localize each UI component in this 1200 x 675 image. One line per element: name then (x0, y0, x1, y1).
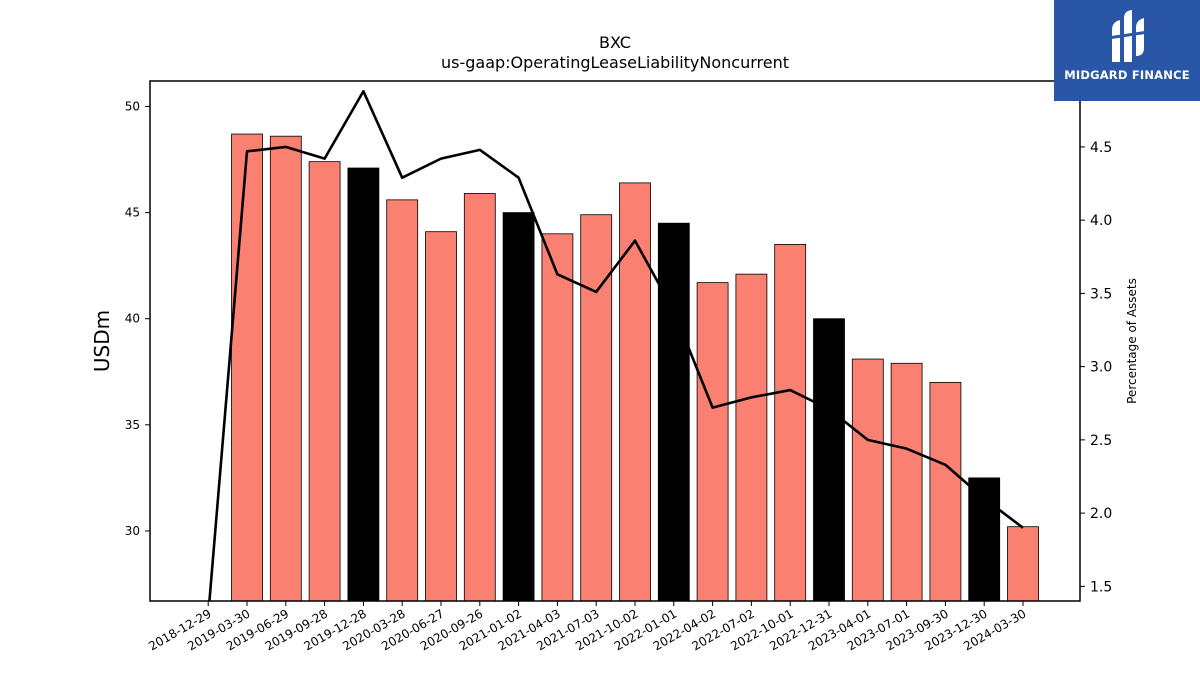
plot-frame (149, 80, 1081, 602)
bar (968, 477, 1001, 602)
y-tick-label: 40 (125, 312, 140, 326)
bar (890, 362, 923, 602)
logo-icon (1107, 10, 1149, 62)
y-right-tick-label: 3.5 (1090, 286, 1112, 302)
bar (813, 318, 845, 602)
bar (735, 273, 768, 602)
y-tick-label: 50 (125, 99, 140, 113)
y-axis-right: 1.5 2.0 2.5 3.0 3.5 4.0 4.5 (1080, 140, 1112, 595)
y-axis-label: USDm (90, 310, 114, 372)
y-right-tick-label: 4.0 (1090, 213, 1112, 229)
bar (463, 193, 496, 602)
y-right-tick-label: 2.5 (1090, 433, 1112, 449)
chart-subtitle: us-gaap:OperatingLeaseLiabilityNoncurren… (441, 53, 789, 72)
bar (347, 167, 380, 602)
bar (231, 133, 263, 602)
bar (425, 231, 457, 602)
bar (696, 282, 729, 602)
bar (541, 233, 574, 602)
bar (1007, 526, 1039, 602)
bar (308, 161, 341, 602)
y-tick-label: 30 (125, 524, 140, 538)
series-line (208, 89, 1024, 601)
y-right-tick-label: 2.0 (1090, 506, 1112, 522)
bar (619, 182, 651, 602)
bar (851, 358, 884, 602)
line-series (208, 89, 1024, 601)
y-tick-label: 45 (125, 206, 140, 220)
y-right-tick-label: 4.5 (1090, 140, 1112, 156)
bar (774, 244, 807, 602)
bar (269, 135, 302, 602)
logo-text: MIDGARD FINANCE (1064, 68, 1190, 82)
chart-title: BXC (599, 33, 631, 52)
bar (502, 212, 535, 602)
bar (386, 199, 419, 602)
brand-logo: MIDGARD FINANCE (1054, 0, 1200, 101)
x-axis: 2018-12-292019-03-302019-06-292019-09-28… (146, 601, 1029, 653)
y-right-tick-label: 3.0 (1090, 360, 1112, 376)
y-right-tick-label: 1.5 (1090, 579, 1112, 595)
bar-series (231, 133, 1039, 602)
bar (929, 381, 962, 602)
y-axis-right-label: Percentage of Assets (1125, 278, 1139, 404)
y-tick-label: 35 (125, 418, 140, 432)
bar (580, 214, 613, 602)
y-axis-left: 30 35 40 45 50 (125, 99, 150, 538)
bar (657, 222, 690, 602)
